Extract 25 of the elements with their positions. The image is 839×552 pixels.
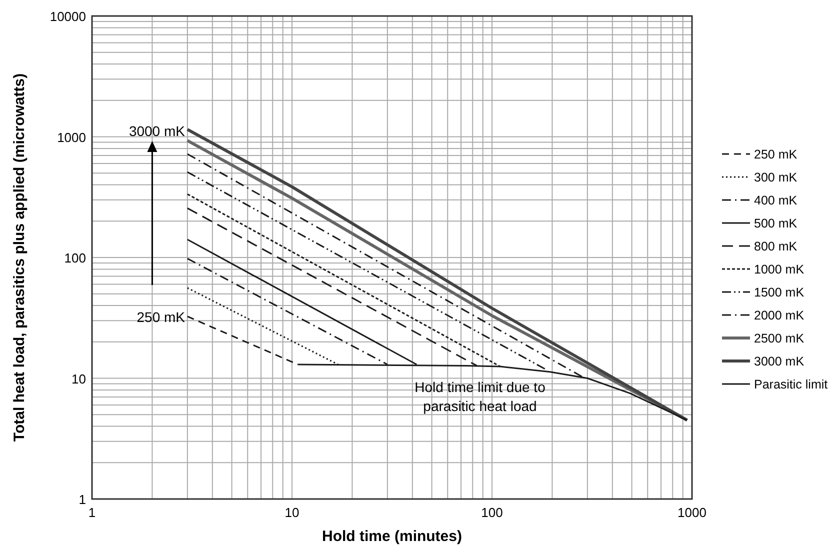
legend-label: 2000 mK bbox=[754, 308, 805, 322]
y-tick-label: 1 bbox=[78, 492, 86, 507]
annotation: 3000 mK bbox=[128, 123, 186, 139]
x-tick-label: 10 bbox=[284, 505, 300, 520]
y-tick-label: 1000 bbox=[57, 130, 86, 145]
legend-label: 300 mK bbox=[754, 170, 798, 184]
x-tick-label: 100 bbox=[481, 505, 503, 520]
x-tick-label: 1 bbox=[88, 505, 96, 520]
y-tick-label: 10000 bbox=[50, 9, 86, 24]
legend-label: 500 mK bbox=[754, 216, 798, 230]
y-tick-label: 10 bbox=[72, 371, 86, 386]
legend-label: 1500 mK bbox=[754, 286, 805, 300]
annotation: Hold time limit due to parasitic heat load bbox=[414, 379, 546, 414]
legend-label: Parasitic limit bbox=[754, 378, 828, 392]
x-axis-title: Hold time (minutes) bbox=[322, 528, 462, 545]
legend-label: 2500 mK bbox=[754, 332, 805, 346]
legend-label: 400 mK bbox=[754, 194, 798, 208]
y-tick-label: 100 bbox=[64, 250, 86, 266]
x-tick-label: 1000 bbox=[678, 505, 706, 520]
legend-label: 1000 mK bbox=[754, 262, 805, 276]
y-axis-title: Total heat load, parasitics plus applied (microwatts) bbox=[11, 73, 28, 442]
annotation: 250 mK bbox=[136, 309, 186, 325]
legend-label: 250 mK bbox=[754, 148, 798, 162]
legend-label: 800 mK bbox=[754, 240, 798, 254]
legend-label: 3000 mK bbox=[754, 354, 805, 368]
